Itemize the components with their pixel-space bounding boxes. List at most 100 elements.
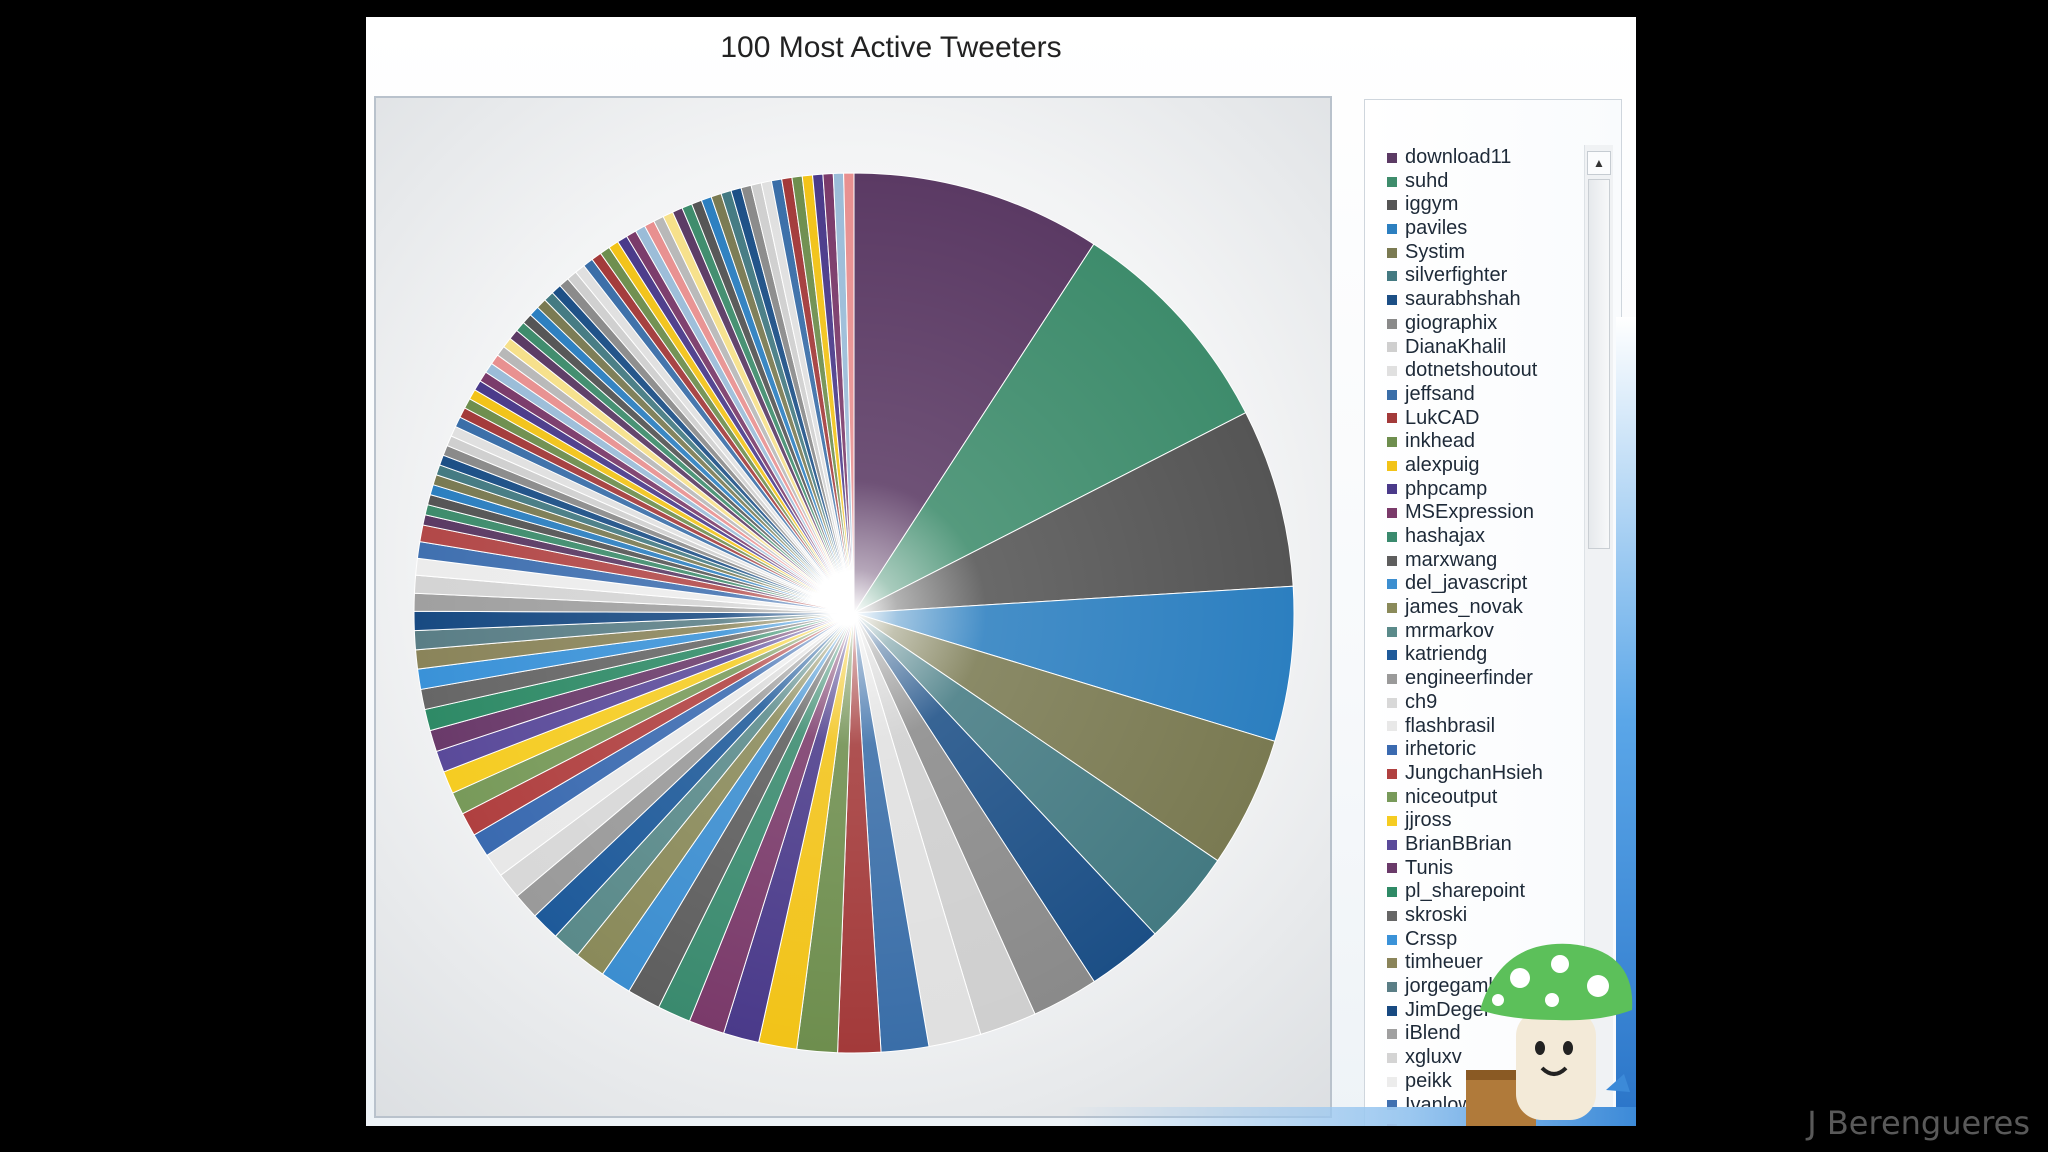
legend-label: jeffsand — [1405, 382, 1475, 405]
legend-swatch — [1387, 389, 1397, 400]
legend-swatch — [1387, 626, 1397, 637]
legend-swatch — [1387, 816, 1397, 827]
legend-label: james_novak — [1405, 596, 1523, 619]
legend-item: jjross — [1387, 809, 1543, 833]
legend-swatch — [1387, 958, 1397, 969]
legend-swatch — [1387, 1100, 1397, 1111]
window-edge-decoration — [1616, 317, 1636, 1126]
scroll-up-button[interactable]: ▲ — [1587, 151, 1611, 175]
legend-item: niceoutput — [1387, 786, 1543, 810]
legend-label: jjross — [1405, 809, 1452, 832]
legend-label: paviles — [1405, 217, 1468, 240]
legend-list: download11 suhd iggym paviles Systim silverfi… — [1387, 146, 1543, 1126]
legend-item: dotnetshoutout — [1387, 359, 1543, 383]
legend-label: giographix — [1405, 311, 1498, 334]
legend-swatch — [1387, 745, 1397, 756]
legend-label: pl_sharepoint — [1405, 880, 1526, 903]
legend-swatch — [1387, 673, 1397, 684]
legend-swatch — [1387, 342, 1397, 353]
legend-label: MSExpression — [1405, 501, 1534, 524]
legend-label: flashbrasil — [1405, 714, 1496, 737]
legend-item: mrmarkov — [1387, 620, 1543, 644]
legend-item: james_novak — [1387, 596, 1543, 620]
legend-label: alexpuig — [1405, 453, 1480, 476]
legend-item: BrianBBrian — [1387, 833, 1543, 857]
legend-item: Crssp — [1387, 928, 1543, 952]
legend-label: niceoutput — [1405, 785, 1498, 808]
legend-item: DianaKhalil — [1387, 336, 1543, 360]
legend-label: dotnetshoutout — [1405, 359, 1538, 382]
legend-item: jeffsand — [1387, 383, 1543, 407]
legend-swatch — [1387, 271, 1397, 282]
legend-label: Systim — [1405, 240, 1465, 263]
legend-item: Systim — [1387, 241, 1543, 265]
legend-label: inkhead — [1405, 430, 1476, 453]
legend-item: skroski — [1387, 904, 1543, 928]
legend-label: marxwang — [1405, 548, 1498, 571]
legend-swatch — [1387, 531, 1397, 542]
pie-chart-panel — [374, 96, 1332, 1118]
legend-item: peikk — [1387, 1070, 1543, 1094]
legend-item: del_javascript — [1387, 572, 1543, 596]
legend-label: del_javascript — [1405, 572, 1528, 595]
legend-label: download11 — [1405, 146, 1512, 168]
legend-item: phpcamp — [1387, 478, 1543, 502]
legend-item: pl_sharepoint — [1387, 880, 1543, 904]
legend-swatch — [1387, 152, 1397, 163]
legend-label: timheuer — [1405, 951, 1483, 974]
legend-label: Crssp — [1405, 927, 1458, 950]
legend-label: LukCAD — [1405, 406, 1480, 429]
legend-label: saurabhshah — [1405, 288, 1521, 311]
legend-item: JungchanHsieh — [1387, 762, 1543, 786]
legend-label: JimDeger — [1405, 998, 1491, 1021]
legend-item: paviles — [1387, 217, 1543, 241]
legend-item: jorgegamba — [1387, 975, 1543, 999]
legend-label: Tunis — [1405, 856, 1454, 879]
legend-item: iggym — [1387, 193, 1543, 217]
legend-label: ch9 — [1405, 690, 1438, 713]
pie-chart — [413, 172, 1295, 1054]
legend-item: JimDeger — [1387, 999, 1543, 1023]
legend-label: phpcamp — [1405, 477, 1488, 500]
legend-swatch — [1387, 437, 1397, 448]
legend-swatch — [1387, 1052, 1397, 1063]
legend-item: irhetoric — [1387, 738, 1543, 762]
legend-swatch — [1387, 697, 1397, 708]
legend-swatch — [1387, 176, 1397, 187]
legend-label: jorgegamba — [1405, 975, 1511, 998]
legend-label: DianaKhalil — [1405, 335, 1507, 358]
legend-swatch — [1387, 650, 1397, 661]
chart-window: 100 Most Active Tweeters download11 suhd i… — [366, 17, 1636, 1126]
legend-label: silverfighter — [1405, 264, 1508, 287]
legend-item: silverfighter — [1387, 264, 1543, 288]
legend-item: flashbrasil — [1387, 715, 1543, 739]
legend-item: alexpuig — [1387, 454, 1543, 478]
legend-item: download11 — [1387, 146, 1543, 170]
legend-swatch — [1387, 460, 1397, 471]
legend-item: hashajax — [1387, 525, 1543, 549]
legend-swatch — [1387, 839, 1397, 850]
legend-item: iBlend — [1387, 1022, 1543, 1046]
legend-item: Tunis — [1387, 857, 1543, 881]
legend-swatch — [1387, 200, 1397, 211]
legend-swatch — [1387, 792, 1397, 803]
legend-label: xgluxv — [1405, 1046, 1462, 1069]
chart-title: 100 Most Active Tweeters — [720, 31, 1062, 64]
legend-label: iBlend — [1405, 1022, 1461, 1045]
legend-label: skroski — [1405, 904, 1468, 926]
legend-item: timheuer — [1387, 951, 1543, 975]
scroll-thumb[interactable] — [1588, 179, 1610, 549]
legend-label: BrianBBrian — [1405, 832, 1512, 855]
legend-swatch — [1387, 223, 1397, 234]
legend-item: giographix — [1387, 312, 1543, 336]
legend-swatch — [1387, 887, 1397, 898]
author-watermark: J Berengueres — [1807, 1104, 2030, 1142]
legend-swatch — [1387, 1076, 1397, 1087]
legend-swatch — [1387, 247, 1397, 258]
legend-swatch — [1387, 721, 1397, 732]
legend-label: iggym — [1405, 193, 1459, 216]
legend-item: saurabhshah — [1387, 288, 1543, 312]
legend-swatch — [1387, 1005, 1397, 1016]
legend-item: marxwang — [1387, 549, 1543, 573]
legend-label: hashajax — [1405, 525, 1486, 547]
